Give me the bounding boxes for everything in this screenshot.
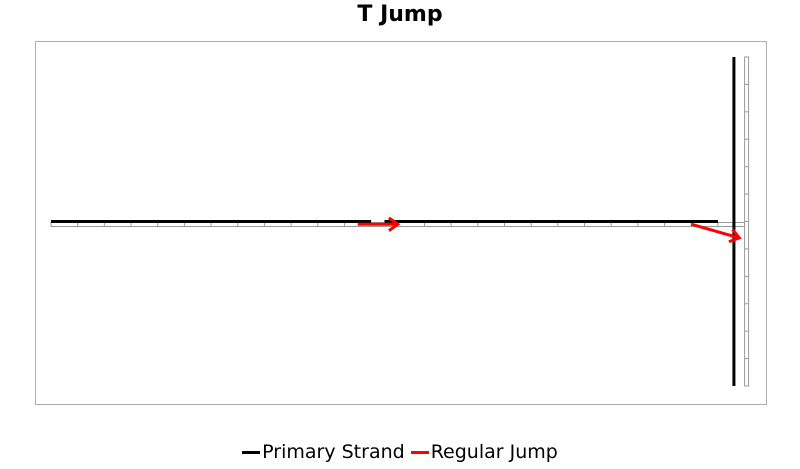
series-line-regular-jump-1 [690,222,740,240]
chart-title: T Jump [357,2,443,27]
legend-label-regular-jump: Regular Jump [430,441,558,463]
series-layer [51,57,742,386]
legend: Primary Strand Regular Jump [0,441,800,463]
series-primary-strand [51,57,736,386]
legend-label-primary-strand: Primary Strand [262,441,405,463]
legend-item-primary-strand: Primary Strand [242,441,405,463]
legend-swatch-regular-jump [410,450,429,454]
jump-arrowhead-1 [728,228,742,244]
legend-swatch-primary-strand [242,450,261,454]
jump-arrowhead-0 [388,216,401,232]
legend-item-regular-jump: Regular Jump [410,441,558,463]
series-regular-jump [357,216,742,244]
